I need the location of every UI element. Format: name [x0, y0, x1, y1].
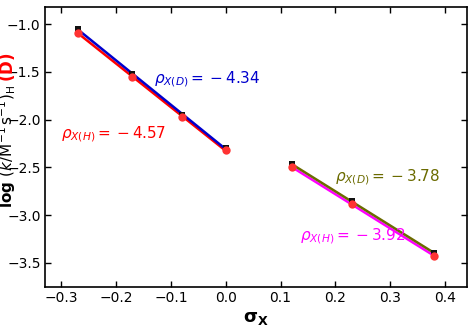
- Text: $\rho_{X(D)}=-3.78$: $\rho_{X(D)}=-3.78$: [336, 167, 440, 187]
- Text: $\mathbf{(D)}$: $\mathbf{(D)}$: [0, 52, 17, 82]
- Text: $\rho_{X(H)}=-3.92$: $\rho_{X(H)}=-3.92$: [300, 226, 405, 246]
- Text: $\rho_{X(H)}=-4.57$: $\rho_{X(H)}=-4.57$: [61, 124, 166, 144]
- X-axis label: $\mathbf{\sigma_X}$: $\mathbf{\sigma_X}$: [243, 309, 269, 327]
- Text: log $(k/\mathrm{M}^{-1}\,\mathrm{s}^{-1})_{\mathrm{H}}$: log $(k/\mathrm{M}^{-1}\,\mathrm{s}^{-1}…: [0, 85, 18, 208]
- Text: $\rho_{X(D)}=-4.34$: $\rho_{X(D)}=-4.34$: [155, 70, 261, 89]
